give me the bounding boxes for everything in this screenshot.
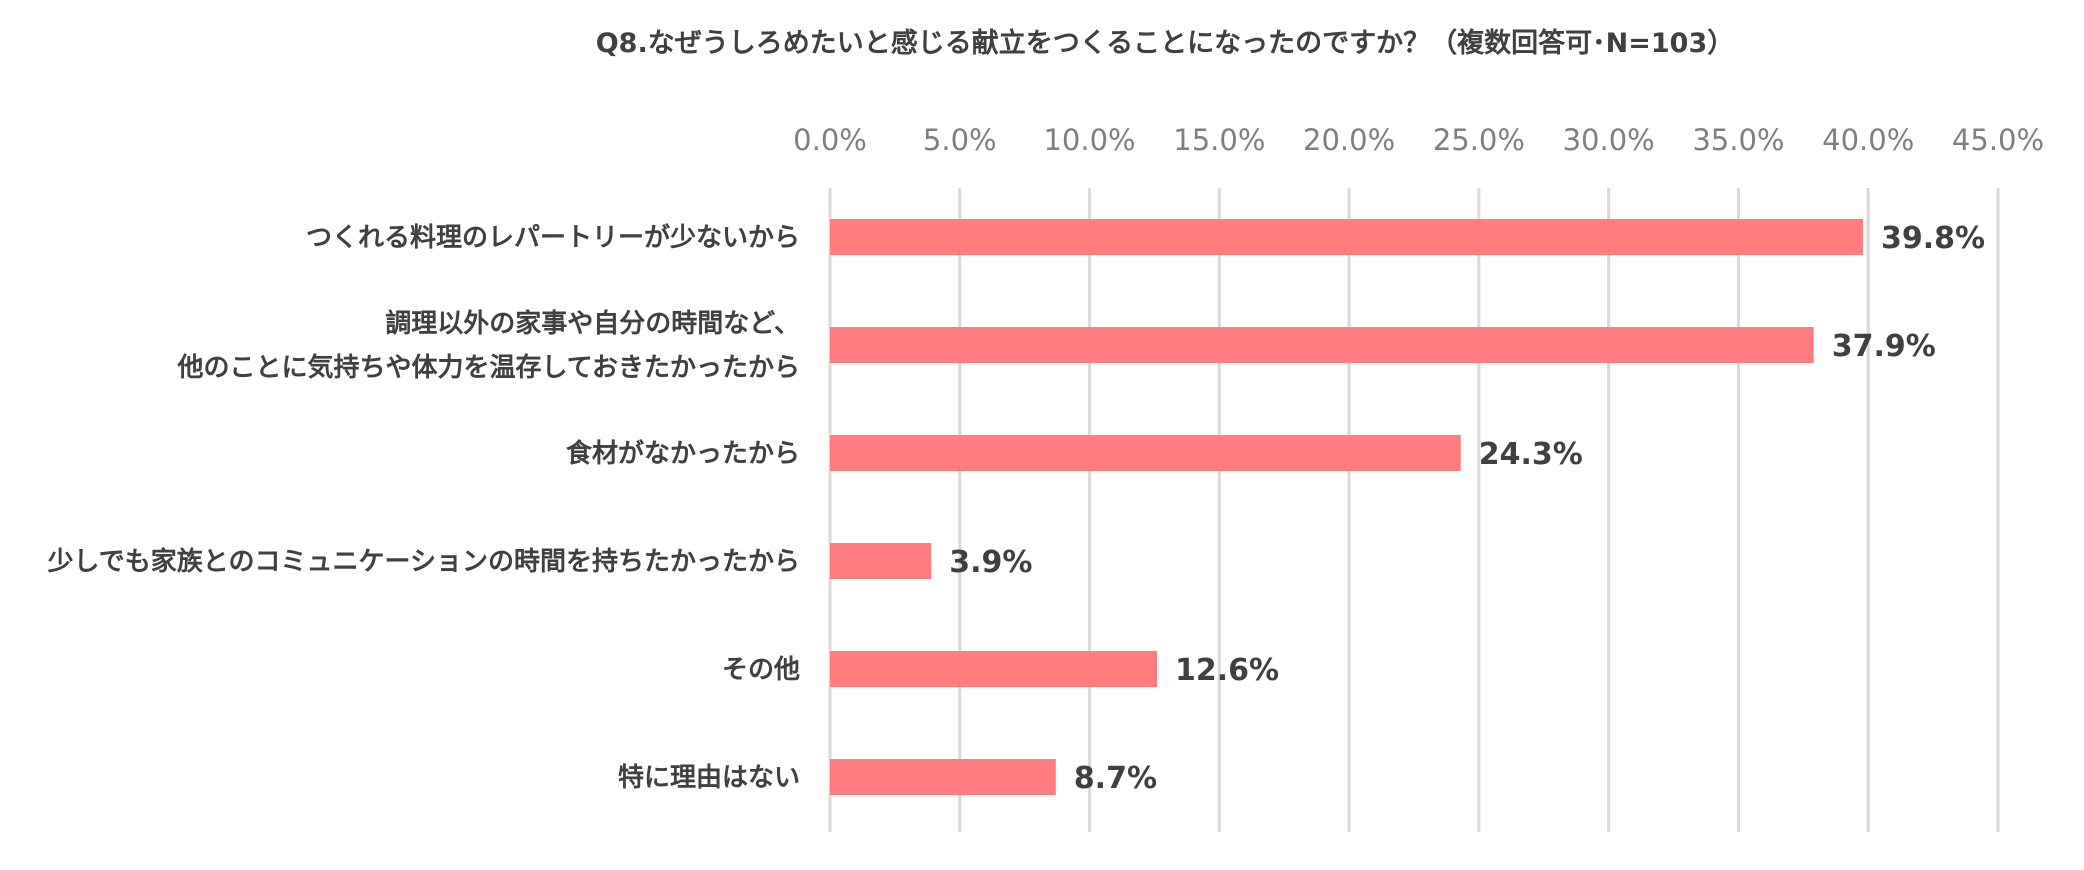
data-label: 12.6%	[1175, 653, 1279, 688]
category-label: つくれる料理のレパートリーが少ないから	[306, 222, 800, 253]
value-labels: 39.8% 37.9% 24.3% 3.9% 12.6% 8.7%	[949, 221, 1985, 796]
x-tick-label: 30.0%	[1563, 123, 1655, 157]
chart-title: Q8.なぜうしろめたいと感じる献立をつくることになったのですか？（複数回答可･N…	[596, 27, 1735, 59]
category-label: 特に理由はない	[618, 762, 800, 793]
x-tick-label: 20.0%	[1303, 123, 1395, 157]
bar	[830, 219, 1864, 255]
x-tick-label: 40.0%	[1822, 123, 1914, 157]
bar	[830, 759, 1056, 795]
x-axis-ticks: 0.0% 5.0% 10.0% 15.0% 20.0% 25.0% 30.0% 35.0% 40…	[793, 123, 2044, 157]
category-label: 他のことに気持ちや体力を温存しておきたかったから	[177, 352, 800, 383]
x-tick-label: 0.0%	[793, 123, 867, 157]
data-label: 3.9%	[949, 545, 1032, 580]
x-tick-label: 10.0%	[1043, 123, 1135, 157]
category-label: 調理以外の家事や自分の時間など、	[385, 308, 800, 339]
gridlines	[828, 188, 2000, 832]
category-labels: つくれる料理のレパートリーが少ないから調理以外の家事や自分の時間など、他のことに…	[47, 222, 800, 793]
category-label: 食材がなかったから	[566, 438, 800, 469]
category-label: その他	[722, 655, 800, 685]
bar	[830, 327, 1814, 363]
bar	[830, 543, 932, 579]
data-label: 37.9%	[1832, 329, 1936, 364]
data-label: 24.3%	[1479, 437, 1583, 472]
x-tick-label: 5.0%	[923, 123, 997, 157]
category-label: 少しでも家族とのコミュニケーションの時間を持ちたかったから	[47, 546, 800, 577]
bars	[830, 219, 1864, 795]
bar	[830, 435, 1461, 471]
data-label: 39.8%	[1881, 221, 1985, 256]
bar	[830, 651, 1158, 687]
x-tick-label: 15.0%	[1173, 123, 1265, 157]
x-tick-label: 45.0%	[1952, 123, 2044, 157]
data-label: 8.7%	[1074, 761, 1157, 796]
x-tick-label: 35.0%	[1692, 123, 1784, 157]
x-tick-label: 25.0%	[1433, 123, 1525, 157]
